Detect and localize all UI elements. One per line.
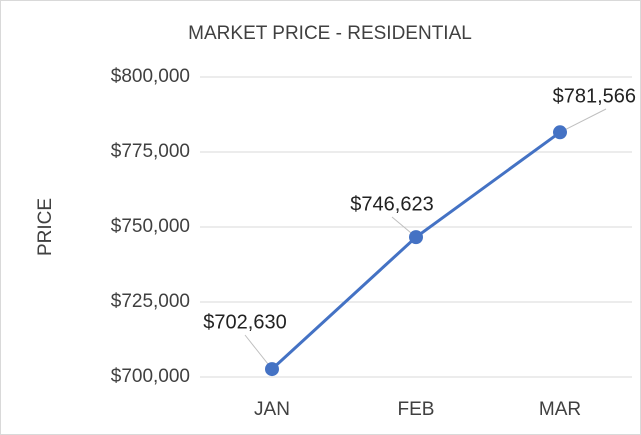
data-label: $781,566 <box>553 85 636 107</box>
y-tick-label: $800,000 <box>111 66 190 87</box>
chart-title: MARKET PRICE - RESIDENTIAL <box>188 23 472 44</box>
x-tick-label: MAR <box>539 399 581 420</box>
marker <box>409 230 423 245</box>
leader-line <box>559 108 607 133</box>
y-tick-label: $700,000 <box>111 366 190 387</box>
data-label: $702,630 <box>203 311 286 333</box>
y-tick-label: $775,000 <box>111 141 190 162</box>
y-tick-label: $750,000 <box>111 216 190 237</box>
x-tick-label: FEB <box>398 399 435 420</box>
x-tick-label: JAN <box>254 399 290 420</box>
data-label: $746,623 <box>350 193 433 215</box>
marker <box>265 362 279 377</box>
y-tick-label: $725,000 <box>111 291 190 312</box>
y-axis-label: PRICE <box>35 198 56 256</box>
marker <box>553 125 567 140</box>
leader-line <box>244 334 273 370</box>
